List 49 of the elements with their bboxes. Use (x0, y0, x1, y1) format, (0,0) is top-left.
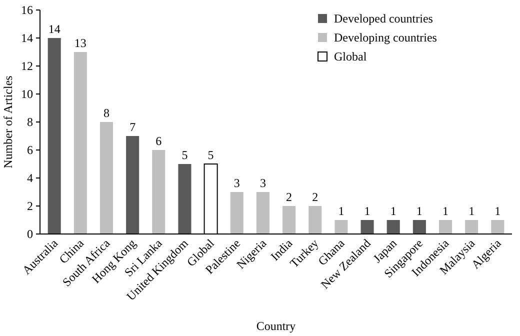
bar (282, 206, 296, 234)
bar (386, 220, 400, 234)
y-tick-label: 8 (27, 115, 33, 130)
data-label: 1 (364, 204, 370, 218)
data-label: 1 (442, 204, 449, 218)
data-label: 13 (74, 36, 86, 50)
legend-label: Developed countries (334, 12, 434, 26)
y-tick-label: 16 (21, 3, 33, 18)
bar (100, 122, 114, 234)
y-axis-title: Number of Articles (1, 75, 15, 168)
data-label: 2 (312, 190, 318, 204)
data-label: 1 (390, 204, 396, 218)
data-label: 3 (234, 176, 240, 190)
y-tick-label: 10 (21, 87, 33, 102)
bar (48, 38, 61, 234)
data-label: 3 (260, 176, 266, 190)
bar (360, 220, 374, 234)
data-label: 14 (48, 22, 60, 36)
bar (412, 220, 426, 234)
data-label: 2 (286, 190, 292, 204)
bar (491, 220, 504, 234)
data-label: 1 (416, 204, 422, 218)
data-label: 5 (208, 148, 214, 162)
data-label: 1 (338, 204, 344, 218)
y-tick-label: 14 (21, 31, 33, 46)
data-label: 1 (494, 204, 501, 218)
y-tick-label: 0 (27, 227, 33, 242)
legend-label: Global (334, 50, 368, 64)
bar (334, 220, 348, 234)
bar (256, 192, 270, 234)
y-tick-label: 2 (27, 199, 33, 214)
bar (74, 52, 87, 234)
data-label: 5 (182, 148, 188, 162)
data-label: 8 (103, 106, 110, 120)
y-tick-label: 12 (21, 59, 33, 74)
bar (230, 192, 244, 234)
data-label: 6 (156, 134, 162, 148)
bar (465, 220, 478, 234)
bar (178, 164, 192, 234)
y-tick-label: 6 (27, 143, 33, 158)
bar (152, 150, 166, 234)
bar (438, 220, 452, 234)
data-label: 7 (130, 120, 136, 134)
y-tick-label: 4 (27, 171, 33, 186)
legend-label: Developing countries (334, 30, 438, 45)
bar (126, 136, 140, 234)
data-label: 1 (468, 204, 475, 218)
x-axis-title: Country (256, 319, 296, 333)
bar (308, 206, 322, 234)
